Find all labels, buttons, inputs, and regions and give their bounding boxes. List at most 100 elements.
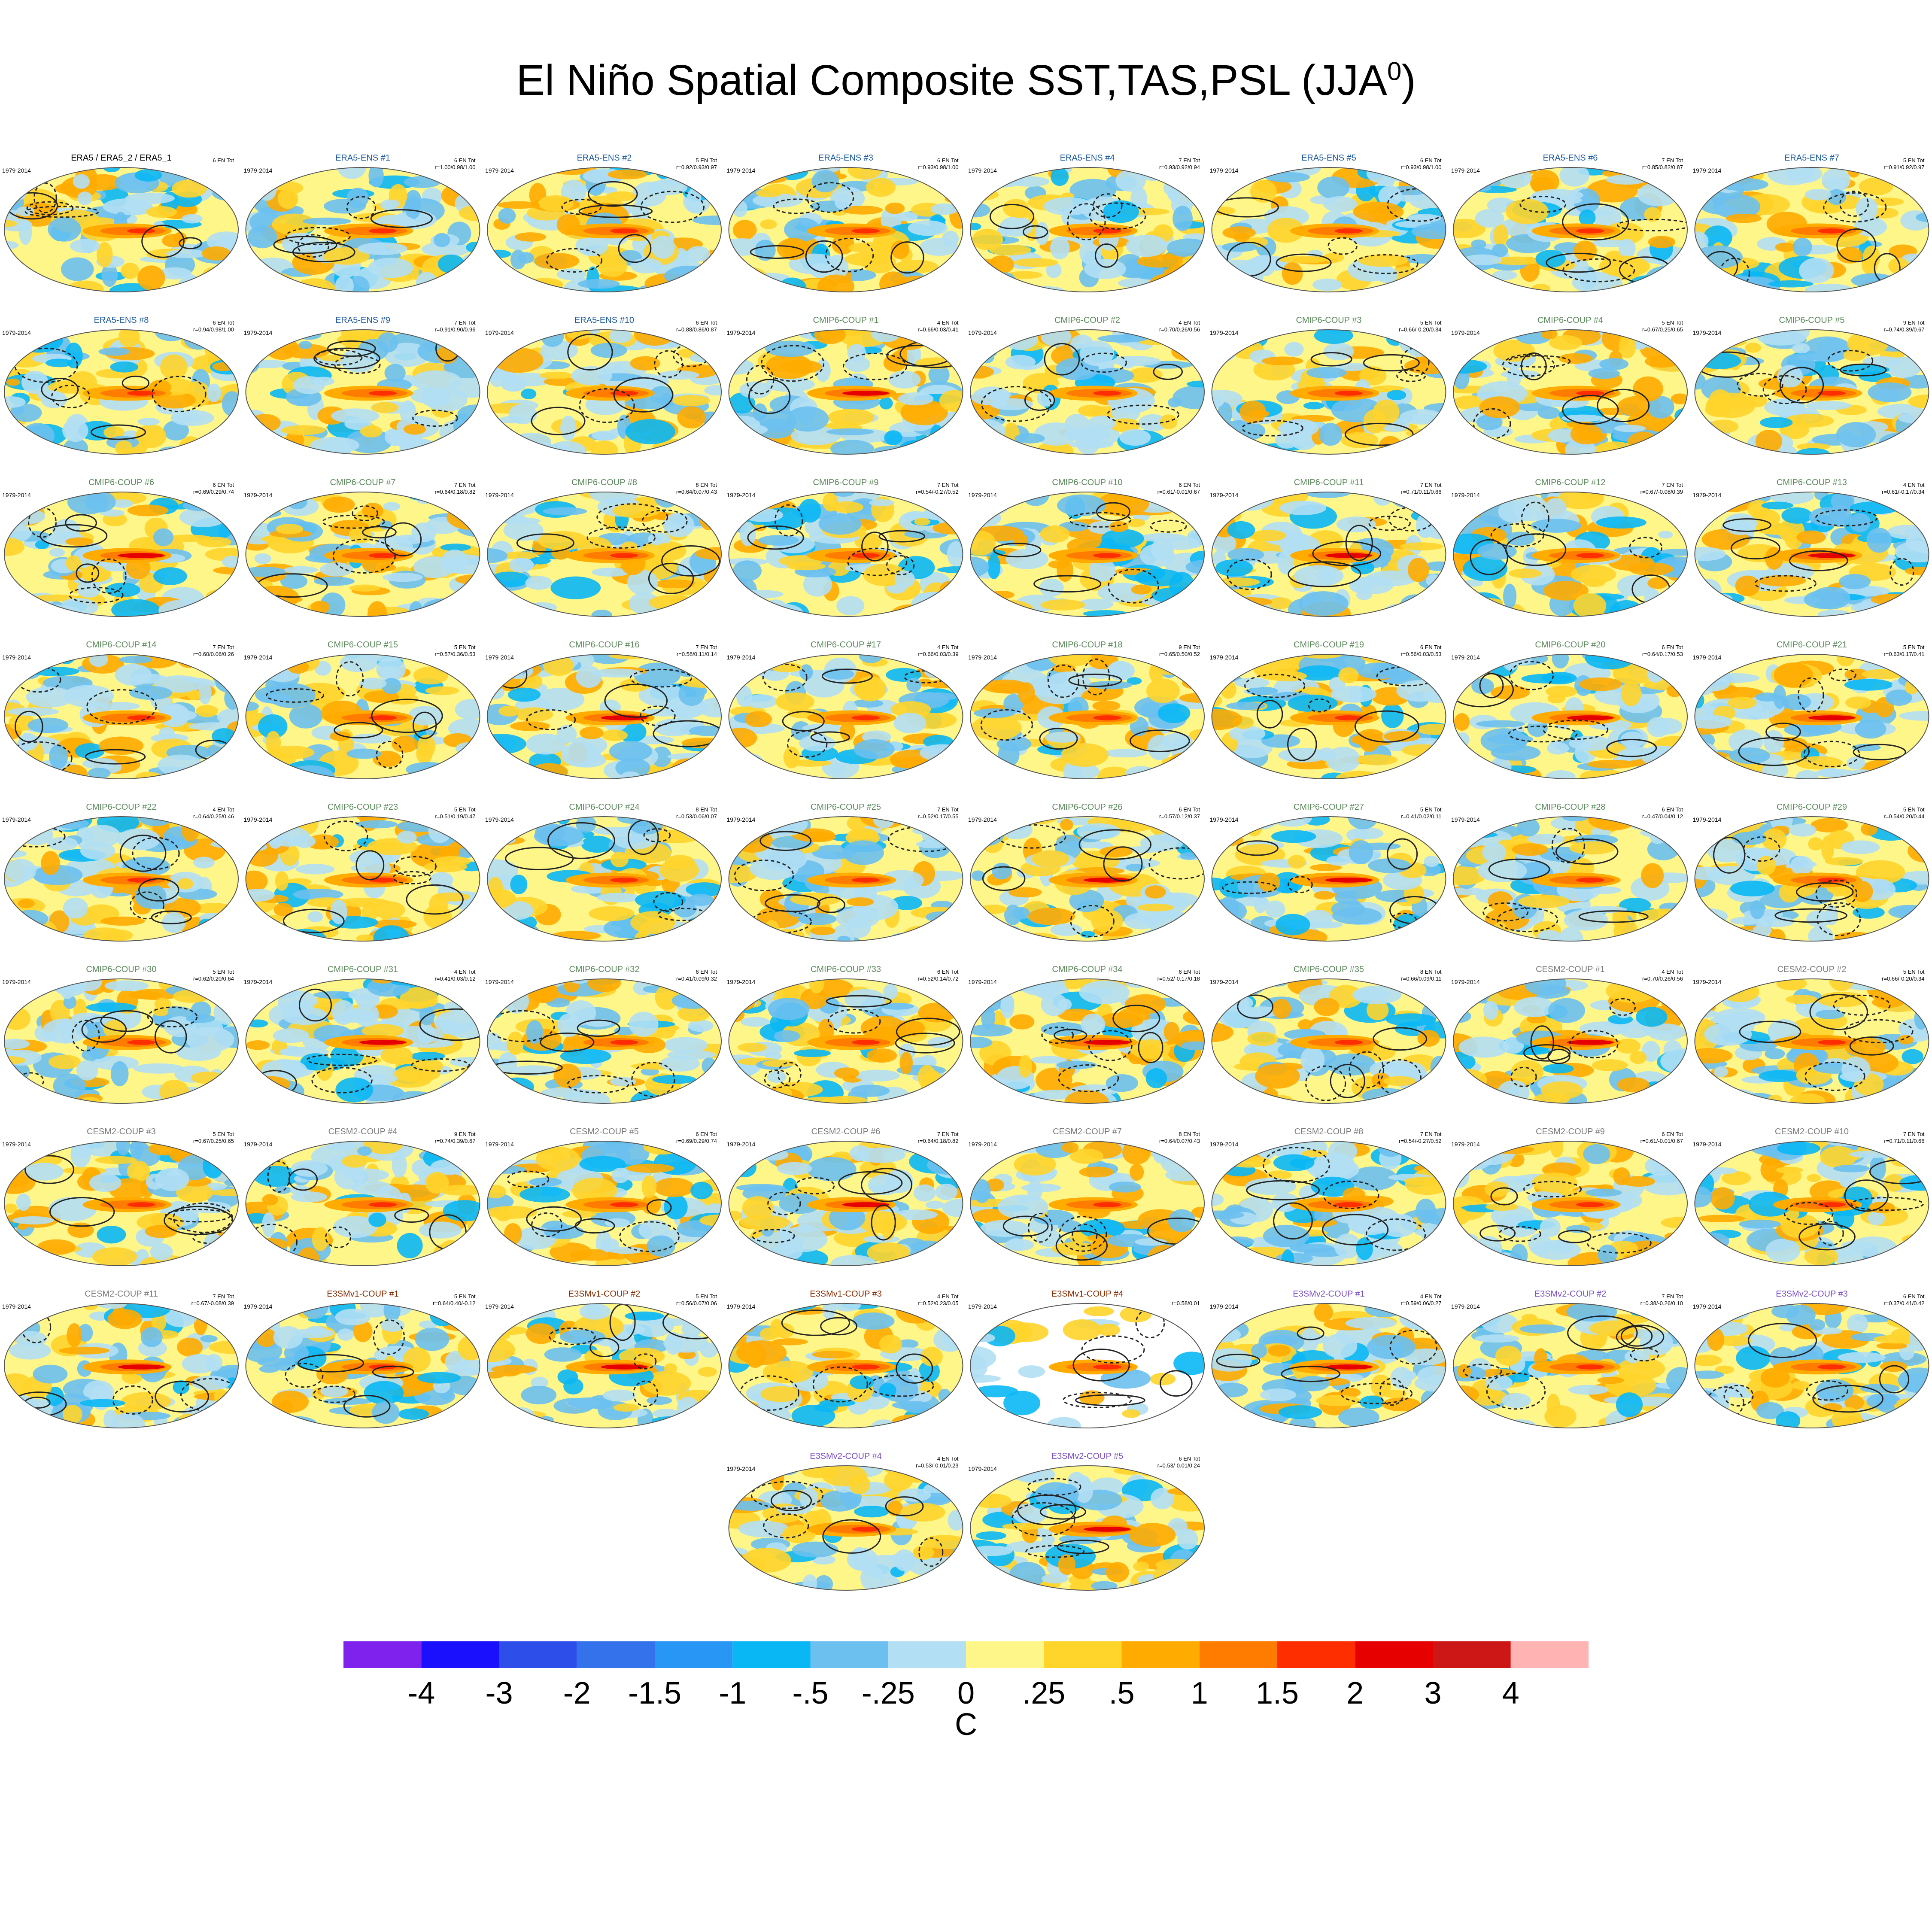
anomaly-patch [49,601,64,617]
warm-tongue-core [851,715,880,720]
anomaly-patch [319,562,353,577]
anomaly-patch [284,566,318,574]
psl-contour [26,201,74,216]
anomaly-patch [1056,1060,1097,1069]
anomaly-patch [1774,662,1813,688]
anomaly-patch [1424,522,1446,540]
psl-contour [1823,192,1887,223]
psl-contour [821,668,873,684]
anomaly-patch [83,825,121,848]
panel-stats: r=0.53/0.06/0.07 [676,813,717,820]
anomaly-patch [1619,239,1636,258]
anomaly-patch [1028,908,1075,925]
psl-contour [1081,352,1127,373]
anomaly-patch [98,347,130,356]
psl-contour [588,181,638,207]
anomaly-patch [1646,599,1663,617]
anomaly-patch [1735,575,1760,596]
anomaly-patch [755,240,776,261]
anomaly-patch [1212,992,1240,1005]
anomaly-patch [413,666,449,685]
psl-contour [334,722,383,738]
psl-contour [322,514,385,529]
anomaly-patch [459,898,480,913]
anomaly-patch [730,496,760,511]
anomaly-patch [1190,501,1204,510]
psl-contour [1754,575,1817,592]
anomaly-patch [686,188,702,214]
anomaly-patch [898,392,934,406]
anomaly-patch [1548,428,1578,443]
psl-contour [1288,876,1313,893]
anomaly-patch [1479,396,1520,418]
map-outline [728,654,963,779]
anomaly-patch [293,376,325,394]
anomaly-patch [111,599,160,617]
anomaly-patch [354,1003,380,1027]
anomaly-patch [1036,441,1074,454]
anomaly-patch [891,896,923,910]
anomaly-patch [115,664,152,686]
anomaly-patch [737,173,787,184]
anomaly-patch [1131,584,1151,595]
psl-contour [1505,533,1567,566]
psl-contour [327,340,376,357]
anomaly-patch [161,912,186,933]
anomaly-patch [1216,276,1249,292]
anomaly-patch [1373,399,1400,425]
psl-contour [787,730,828,758]
anomaly-patch [1843,349,1866,361]
anomaly-patch [498,705,520,717]
warm-tongue-core [1334,391,1363,396]
anomaly-patch [1546,742,1569,755]
anomaly-patch [939,665,963,677]
anomaly-patch [1695,281,1729,292]
anomaly-patch [335,275,354,292]
anomaly-patch [525,576,553,590]
psl-contour [586,526,656,549]
anomaly-patch [1839,574,1871,589]
anomaly-patch [917,692,959,701]
panel-stats: r=0.69/0.29/0.74 [193,489,234,495]
panel-stats: r=0.93/0.98/1.00 [1400,164,1441,170]
anomaly-patch [851,1084,890,1097]
anomaly-patch [1057,494,1106,516]
psl-contour [1396,369,1426,382]
panel-events: 7 EN Tot [454,319,476,326]
psl-contour [1354,710,1419,743]
anomaly-patch [265,337,299,360]
panel-title: CMIP6-COUP #22 [86,802,156,812]
anomaly-patch [1173,206,1193,231]
anomaly-patch [832,492,854,497]
anomaly-patch [659,858,699,882]
psl-contour [335,661,364,697]
anomaly-patch [490,571,529,588]
anomaly-patch [1157,331,1172,343]
map-outline [1211,816,1446,942]
anomaly-patch [252,586,299,610]
psl-contour [1047,664,1079,698]
anomaly-patch [432,447,463,454]
anomaly-patch [630,911,675,934]
anomaly-patch [1103,200,1139,223]
anomaly-patch [128,991,161,999]
anomaly-patch [1574,240,1597,261]
anomaly-patch [225,1091,238,1100]
anomaly-patch [4,538,25,556]
anomaly-patch [1212,694,1222,707]
anomaly-patch [1385,1013,1437,1027]
anomaly-patch [1212,395,1224,408]
anomaly-patch [1226,702,1266,710]
anomaly-patch [8,270,37,283]
anomaly-patch [1180,255,1204,270]
anomaly-patch [246,605,258,617]
psl-contour [1509,661,1554,690]
anomaly-patch [1390,492,1419,507]
anomaly-patch [1695,908,1728,925]
